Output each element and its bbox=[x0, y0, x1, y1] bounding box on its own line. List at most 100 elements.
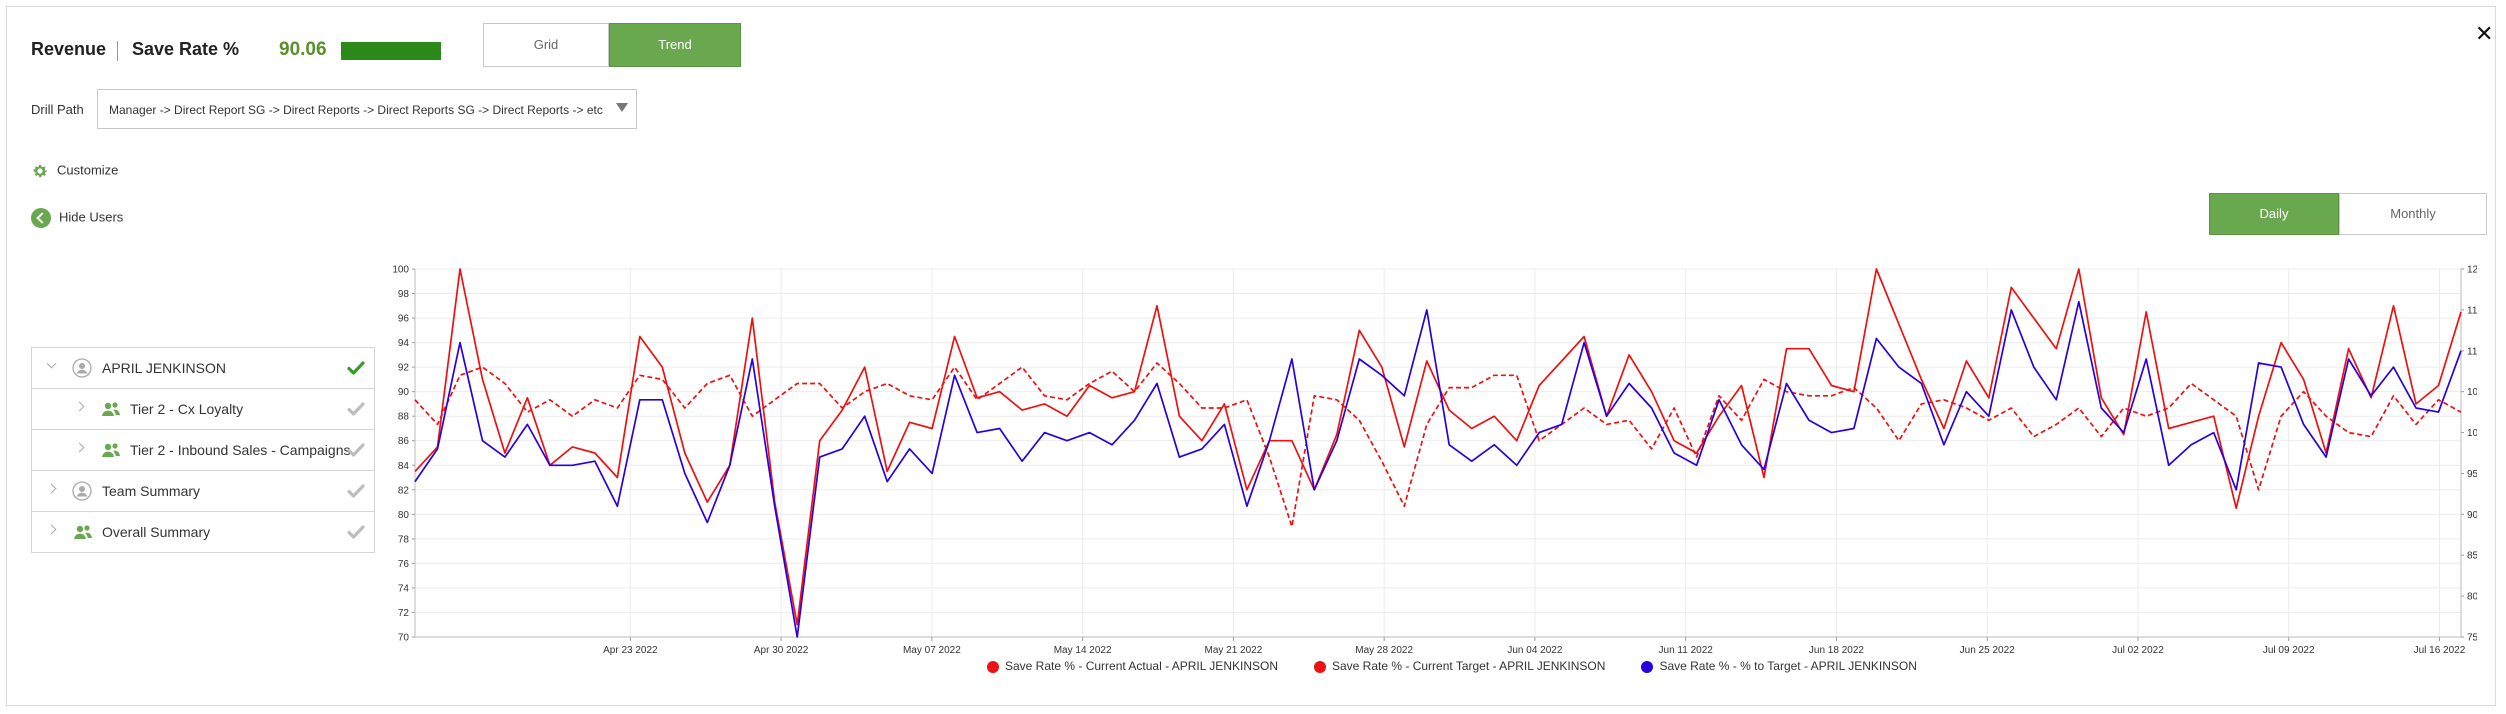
y-left-tick-label: 96 bbox=[398, 314, 410, 325]
daily-toggle-button[interactable]: Daily bbox=[2209, 193, 2339, 235]
chevron-left-icon bbox=[31, 208, 51, 228]
y-left-tick-label: 92 bbox=[398, 363, 410, 374]
y-left-tick-label: 90 bbox=[398, 387, 410, 398]
x-tick-label: Apr 23 2022 bbox=[603, 645, 658, 655]
x-tick-label: Apr 30 2022 bbox=[754, 645, 809, 655]
user-icon bbox=[72, 358, 92, 378]
y-left-tick-label: 100 bbox=[392, 265, 409, 276]
legend-marker bbox=[1641, 660, 1654, 673]
tree-item[interactable]: Overall Summary bbox=[32, 512, 374, 552]
x-tick-label: May 14 2022 bbox=[1054, 645, 1112, 655]
chevron-right-icon[interactable] bbox=[74, 442, 85, 453]
x-tick-label: Jun 04 2022 bbox=[1507, 645, 1562, 655]
chevron-right-icon[interactable] bbox=[74, 401, 85, 412]
x-tick-label: Jun 25 2022 bbox=[1960, 645, 2015, 655]
tree-item-label: Team Summary bbox=[102, 483, 201, 499]
y-right-tick-label: 115 bbox=[2467, 305, 2477, 316]
check-icon[interactable] bbox=[346, 358, 366, 378]
tree-item-label: Tier 2 - Cx Loyalty bbox=[130, 401, 244, 417]
y-left-tick-label: 84 bbox=[398, 461, 410, 472]
page-title: Revenue bbox=[31, 39, 107, 59]
y-right-tick-label: 120 bbox=[2467, 265, 2477, 276]
y-right-tick-label: 100 bbox=[2467, 428, 2477, 439]
chart-legend: Save Rate % - Current Actual - APRIL JEN… bbox=[987, 659, 1953, 673]
metric-value: 90.06 bbox=[279, 39, 327, 60]
y-right-tick-label: 90 bbox=[2467, 510, 2477, 521]
y-left-tick-label: 80 bbox=[398, 510, 410, 521]
header-divider bbox=[117, 41, 118, 61]
series-line-1 bbox=[414, 268, 2462, 626]
x-tick-label: Jun 18 2022 bbox=[1809, 645, 1864, 655]
y-left-tick-label: 76 bbox=[398, 559, 410, 570]
x-tick-label: Jul 16 2022 bbox=[2414, 645, 2466, 655]
y-right-tick-label: 85 bbox=[2467, 551, 2477, 562]
tree-item-label: APRIL JENKINSON bbox=[102, 360, 226, 376]
legend-item[interactable]: Save Rate % - Current Actual - APRIL JEN… bbox=[987, 659, 1278, 673]
y-left-tick-label: 74 bbox=[398, 583, 410, 594]
x-tick-label: May 21 2022 bbox=[1204, 645, 1262, 655]
group-icon bbox=[100, 399, 120, 419]
hide-users-label: Hide Users bbox=[59, 209, 124, 225]
x-tick-label: May 28 2022 bbox=[1355, 645, 1413, 655]
y-left-tick-label: 94 bbox=[398, 338, 410, 349]
chevron-down-icon[interactable] bbox=[46, 358, 57, 369]
drill-path-select[interactable]: Manager -> Direct Report SG -> Direct Re… bbox=[97, 89, 637, 129]
gear-icon bbox=[33, 165, 48, 178]
tree-item-label: Overall Summary bbox=[102, 524, 211, 540]
legend-label: Save Rate % - Current Actual - APRIL JEN… bbox=[1005, 659, 1278, 673]
x-tick-label: Jul 09 2022 bbox=[2263, 645, 2315, 655]
y-right-tick-label: 105 bbox=[2467, 387, 2477, 398]
y-right-tick-label: 110 bbox=[2467, 346, 2477, 357]
series-line-3 bbox=[414, 300, 2462, 638]
check-icon[interactable] bbox=[346, 399, 366, 419]
y-left-tick-label: 78 bbox=[398, 534, 410, 545]
drill-path-label: Drill Path bbox=[31, 102, 84, 117]
legend-marker bbox=[987, 660, 999, 673]
trend-toggle-button[interactable]: Trend bbox=[609, 23, 741, 67]
user-tree: APRIL JENKINSON Tier 2 - Cx Loyalty Tier 2… bbox=[31, 347, 375, 553]
tree-item-label: Tier 2 - Inbound Sales - Campaigns bbox=[130, 442, 351, 458]
customize-label: Customize bbox=[57, 162, 119, 178]
dialog-frame: ✕ Revenue Save Rate % 90.06 Grid Trend D… bbox=[6, 6, 2496, 706]
y-right-tick-label: 80 bbox=[2467, 592, 2477, 603]
y-right-tick-label: 95 bbox=[2467, 469, 2477, 480]
tree-item[interactable]: Tier 2 - Inbound Sales - Campaigns bbox=[32, 430, 374, 471]
y-left-tick-label: 88 bbox=[398, 412, 410, 423]
y-left-tick-label: 72 bbox=[398, 608, 410, 619]
metric-bar bbox=[341, 42, 441, 60]
chevron-right-icon[interactable] bbox=[46, 524, 57, 535]
group-icon bbox=[100, 440, 120, 460]
y-right-tick-label: 75 bbox=[2467, 633, 2477, 644]
drill-path-value: Manager -> Direct Report SG -> Direct Re… bbox=[109, 103, 603, 117]
legend-item[interactable]: Save Rate % - % to Target - APRIL JENKIN… bbox=[1641, 659, 1917, 673]
caret-down-icon[interactable] bbox=[616, 103, 628, 112]
legend-marker bbox=[1314, 660, 1326, 673]
check-icon[interactable] bbox=[346, 522, 366, 542]
y-left-tick-label: 70 bbox=[398, 633, 410, 644]
legend-item[interactable]: Save Rate % - Current Target - APRIL JEN… bbox=[1314, 659, 1605, 673]
x-tick-label: Jul 02 2022 bbox=[2112, 645, 2164, 655]
tree-item[interactable]: Tier 2 - Cx Loyalty bbox=[32, 389, 374, 430]
legend-label: Save Rate % - Current Target - APRIL JEN… bbox=[1332, 659, 1606, 673]
hide-users-link[interactable]: Hide Users bbox=[31, 208, 123, 228]
metric-label: Save Rate % bbox=[132, 39, 240, 59]
grid-toggle-button[interactable]: Grid bbox=[483, 23, 609, 67]
trend-chart: 70 72 74 76 78 80 82 84 86 88 90 92 94 96 98 100 75 80 85 9… bbox=[392, 265, 2477, 656]
group-icon bbox=[72, 522, 92, 542]
y-left-tick-label: 86 bbox=[398, 436, 410, 447]
x-tick-label: May 07 2022 bbox=[903, 645, 961, 655]
legend-label: Save Rate % - % to Target - APRIL JENKIN… bbox=[1659, 659, 1917, 673]
monthly-toggle-button[interactable]: Monthly bbox=[2339, 193, 2487, 235]
check-icon[interactable] bbox=[346, 440, 366, 460]
tree-item[interactable]: APRIL JENKINSON bbox=[32, 348, 374, 389]
close-icon[interactable]: ✕ bbox=[2475, 21, 2494, 46]
customize-link[interactable]: Customize bbox=[31, 162, 118, 180]
y-left-tick-label: 98 bbox=[398, 289, 410, 300]
tree-item[interactable]: Team Summary bbox=[32, 471, 374, 512]
check-icon[interactable] bbox=[346, 481, 366, 501]
x-tick-label: Jun 11 2022 bbox=[1659, 645, 1714, 655]
user-icon bbox=[72, 481, 92, 501]
series-line-2 bbox=[414, 362, 2462, 528]
y-left-tick-label: 82 bbox=[398, 485, 410, 496]
chevron-right-icon[interactable] bbox=[46, 483, 57, 494]
